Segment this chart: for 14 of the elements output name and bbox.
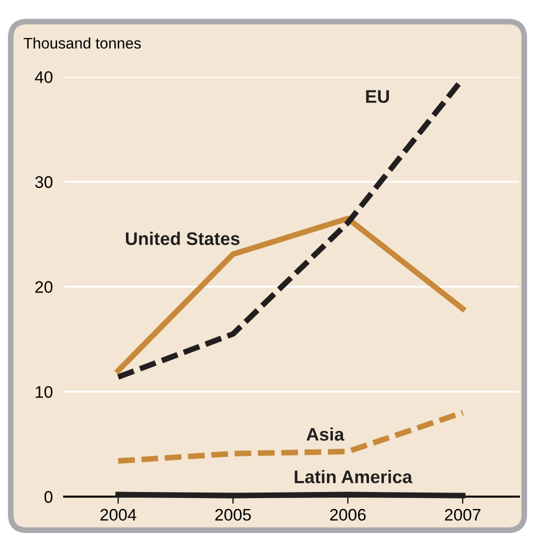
y-tick-label: 30 bbox=[35, 176, 52, 188]
y-tick-label: 40 bbox=[34, 71, 52, 84]
y-tick-label: 0 bbox=[44, 491, 52, 503]
series-label: Asia bbox=[306, 427, 344, 441]
y-axis-title: Thousand tonnes bbox=[24, 37, 141, 49]
series-label: United States bbox=[126, 232, 240, 246]
x-tick-label: 2005 bbox=[215, 508, 251, 521]
text: EU bbox=[366, 90, 389, 103]
x-tick-label: 2007 bbox=[444, 508, 480, 521]
x-tick-label: 2006 bbox=[330, 508, 366, 521]
series-label: Latin America bbox=[294, 470, 412, 484]
y-tick-label: 10 bbox=[36, 386, 52, 398]
x-tick-label: 2004 bbox=[100, 508, 136, 521]
y-tick-label: 20 bbox=[35, 281, 52, 293]
